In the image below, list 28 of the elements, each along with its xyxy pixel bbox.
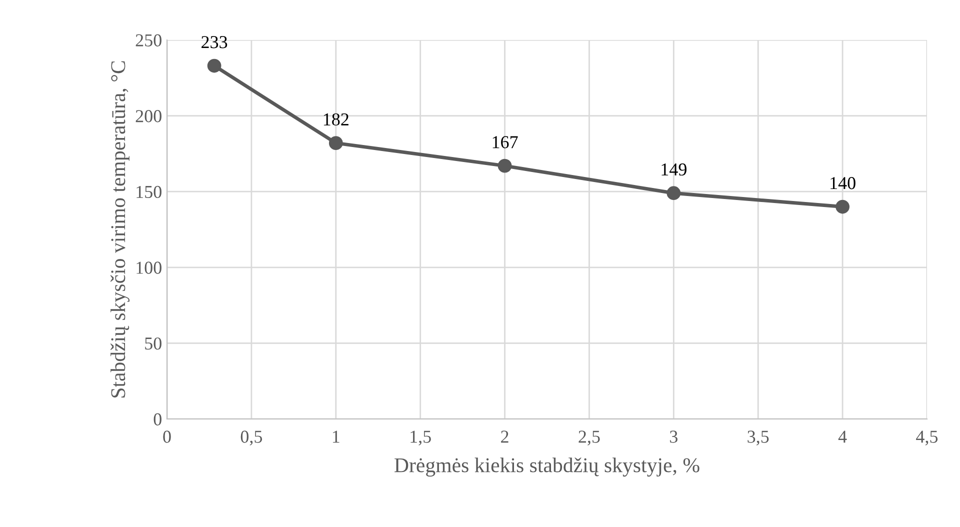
x-axis-title: Drėgmės kiekis stabdžių skystyje, % xyxy=(394,458,700,477)
x-tick-label: 1 xyxy=(332,430,340,443)
x-tick-label: 3 xyxy=(670,430,678,443)
y-tick-label: 250 xyxy=(136,34,162,46)
data-label: 167 xyxy=(492,136,518,148)
x-tick-label: 0,5 xyxy=(240,430,262,446)
y-tick-label: 100 xyxy=(136,262,162,274)
data-label: 140 xyxy=(830,177,856,190)
x-tick-label: 2 xyxy=(501,430,508,443)
data-label: 233 xyxy=(202,36,228,48)
point xyxy=(666,186,681,200)
point xyxy=(328,136,343,150)
point xyxy=(207,58,222,73)
x-tick-label: 3,5 xyxy=(748,430,769,446)
x-tick-label: 2,5 xyxy=(578,430,600,446)
y-tick-label: 200 xyxy=(136,110,162,122)
y-tick-label: 150 xyxy=(136,186,162,198)
data-label: 149 xyxy=(662,163,686,176)
x-tick-label: 4,5 xyxy=(916,430,938,446)
x-tick-label: 4 xyxy=(838,430,847,443)
x-tick-label: 0 xyxy=(163,430,171,443)
x-tick-label: 1,5 xyxy=(410,430,431,446)
point xyxy=(836,200,850,214)
y-tick-label: 0 xyxy=(154,413,162,426)
data-label: 182 xyxy=(324,113,348,126)
y-tick-label: 50 xyxy=(145,337,162,350)
point xyxy=(498,158,512,173)
y-axis-title: Stabdžių skysčio virimo temperatūra, °C xyxy=(110,61,130,398)
